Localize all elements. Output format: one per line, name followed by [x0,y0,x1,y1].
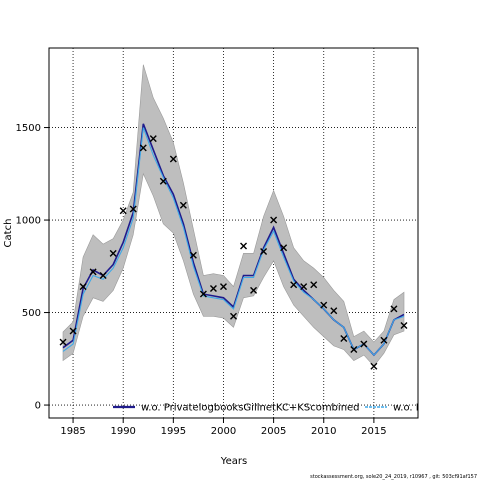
series-line-2 [62,127,405,356]
observed-point [219,283,227,291]
observed-point [330,307,338,315]
observed-point [310,281,318,289]
observed-point [59,338,67,346]
y-tick-label: 0 [35,401,41,412]
observed-point [360,340,368,348]
observed-point [79,283,87,291]
y-tick-label: 500 [22,308,41,319]
observed-point [380,336,388,344]
observed-point [280,244,288,252]
observed-point [169,155,177,163]
series-lines [62,123,405,357]
observed-points [59,135,408,370]
observed-point [300,283,308,291]
x-tick-label: 2010 [311,426,336,437]
observed-point [89,268,97,276]
observed-point [119,207,127,215]
y-tick-label: 1000 [16,216,41,227]
x-tick-label: 1985 [60,426,85,437]
observed-point [199,290,207,298]
observed-point [129,205,137,213]
observed-point [179,201,187,209]
y-axis-label: Catch [3,219,14,248]
grid-lines [49,48,418,418]
x-tick-label: 2015 [361,426,386,437]
observed-point [189,251,197,259]
legend-label-1: w.o. PrivatelogbooksGillnetKC+KScombined [141,403,360,414]
observed-point [99,272,107,280]
observed-point [290,281,298,289]
observed-point [260,248,268,255]
observed-point [139,144,147,152]
x-axis-label: Years [220,456,247,467]
legend-label-2: w.o. F [393,403,422,414]
confidence-band-area [62,64,405,367]
observed-point [69,327,77,335]
observed-point [400,322,408,329]
x-tick-label: 1990 [110,426,135,437]
confidence-band [62,64,405,367]
y-axis-ticks: 0 500 1000 1500 [16,123,49,412]
observed-point [159,177,167,185]
observed-point [230,312,237,320]
observed-point [350,346,358,354]
observed-point [149,135,157,143]
observed-point [320,301,328,309]
observed-point [340,334,348,342]
legend: w.o. PrivatelogbooksGillnetKC+KScombined… [113,403,422,414]
observed-point [250,286,258,294]
observed-point [390,305,398,313]
observed-point [270,216,278,224]
observed-point [109,249,117,257]
footnote: stockassessment.org, sole20_24_2019, r10… [310,474,477,480]
x-tick-label: 1995 [161,426,186,437]
observed-point [240,242,248,250]
observed-point [209,285,217,292]
observed-point [370,362,378,370]
x-tick-label: 2000 [211,426,236,437]
x-axis-ticks: 1985 1990 1995 2000 2005 2010 2015 [60,418,387,437]
x-tick-label: 2005 [261,426,286,437]
y-tick-label: 1500 [16,123,41,134]
plot-frame [48,47,419,419]
